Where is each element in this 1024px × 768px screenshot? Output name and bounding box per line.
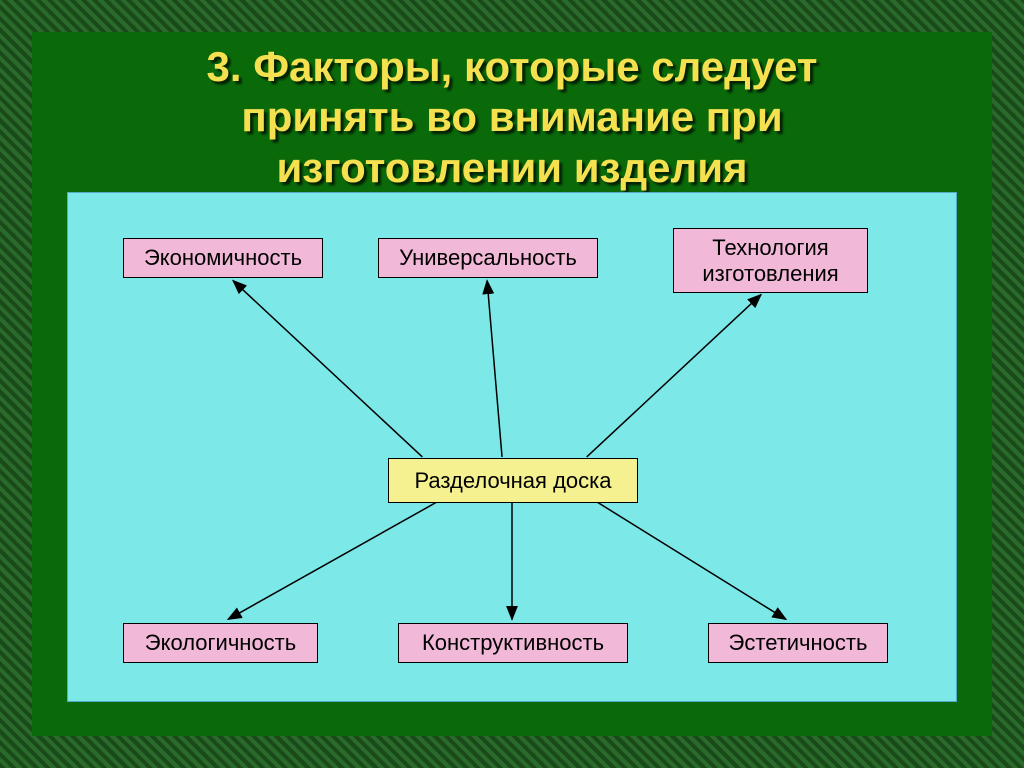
outer-node-eco: Экологичность [123,623,318,663]
factors-diagram: Разделочная доска Экономичность Универсал… [67,192,957,702]
outer-node-aesth: Эстетичность [708,623,888,663]
slide-inner: 3. Факторы, которые следует принять во в… [32,32,992,736]
slide-title: 3. Факторы, которые следует принять во в… [32,42,992,193]
outer-node-constr: Конструктивность [398,623,628,663]
outer-node-econom: Экономичность [123,238,323,278]
slide: 3. Факторы, которые следует принять во в… [0,0,1024,768]
outer-node-tech: Технология изготовления [673,228,868,293]
center-node: Разделочная доска [388,458,638,503]
outer-node-univ: Универсальность [378,238,598,278]
